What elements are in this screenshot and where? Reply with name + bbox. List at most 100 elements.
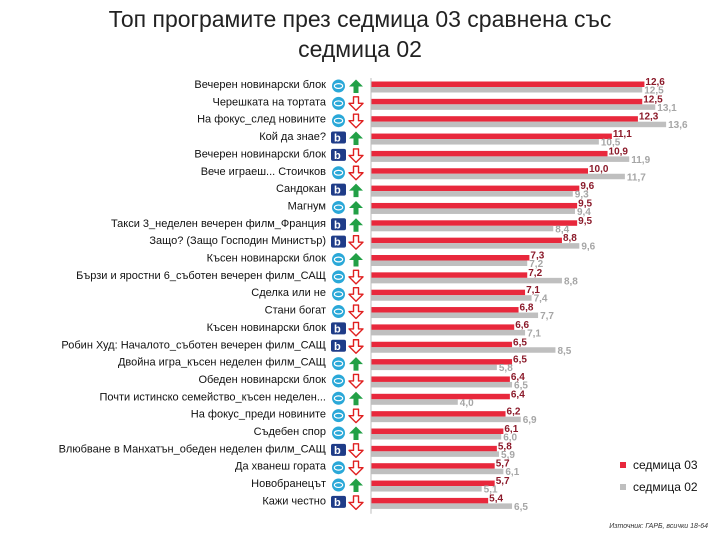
nova-logo-bg <box>332 461 345 475</box>
nova-logo-icon <box>332 253 345 266</box>
value-label-week-03: 6,5 <box>513 337 527 348</box>
bar-week-03 <box>371 150 608 157</box>
value-label-week-02: 11,7 <box>627 172 646 183</box>
bar-week-02 <box>371 434 502 440</box>
bar-week-02 <box>371 121 667 128</box>
nova-logo-icon <box>332 287 345 301</box>
value-label-week-02: 7,4 <box>534 294 548 305</box>
nova-logo-mark <box>333 430 344 437</box>
btv-logo-bg <box>331 339 346 352</box>
value-label-week-02: 10,5 <box>601 138 621 149</box>
bar-week-03 <box>371 497 489 504</box>
btv-logo-mark: b <box>334 219 341 231</box>
bar-week-02 <box>371 468 504 475</box>
arrow-up-icon <box>349 426 363 440</box>
value-label-week-02: 13,1 <box>657 103 677 114</box>
bar-week-02 <box>371 295 532 301</box>
value-label-week-02: 5,1 <box>484 485 498 496</box>
btv-logo-bg <box>331 235 346 248</box>
nova-logo-bg <box>332 270 345 284</box>
category-label: Бързи и яростни 6_съботен вечерен филм_С… <box>76 270 326 282</box>
nova-logo-bg <box>332 305 345 319</box>
btv-logo-mark: b <box>334 323 341 335</box>
value-label-week-03: 6,6 <box>515 320 529 331</box>
category-label: Стани богат <box>265 305 326 317</box>
legend-label-week-02: седмица 02 <box>633 480 698 494</box>
nova-logo-bg <box>332 409 345 423</box>
value-label-week-02: 6,9 <box>523 415 537 426</box>
category-label: Двойна игра_късен неделен филм_САЩ <box>118 357 326 369</box>
value-label-week-03: 9,6 <box>580 181 594 192</box>
btv-logo-icon: b <box>331 131 346 145</box>
value-label-week-03: 5,4 <box>489 493 503 504</box>
value-label-week-03: 6,1 <box>504 424 518 435</box>
nova-logo-mark <box>333 412 344 419</box>
category-label: Сандокан <box>276 183 326 195</box>
chart-row: Съдебен спор 6,16,0 <box>254 424 519 444</box>
btv-logo-icon: b <box>331 339 346 353</box>
value-label-week-02: 11,9 <box>631 155 650 166</box>
nova-logo-icon <box>332 478 345 492</box>
category-label: Черешката на тортата <box>212 96 326 108</box>
chart-title-line-2: седмица 02 <box>298 36 422 62</box>
bar-week-02 <box>371 451 500 457</box>
category-label: Кой да знае? <box>259 131 326 143</box>
arrow-down-icon <box>348 269 364 285</box>
chart-row: Почти истинско семейство_късен неделен..… <box>99 389 525 409</box>
btv-logo-bg <box>331 131 346 144</box>
nova-logo-icon <box>332 461 345 475</box>
category-label: Вече играеш... Стоичков <box>201 166 326 178</box>
category-label: Съдебен спор <box>254 426 326 438</box>
value-label-week-03: 7,2 <box>528 268 542 279</box>
value-label-week-02: 13,6 <box>668 120 688 131</box>
bar-week-02 <box>371 243 580 249</box>
arrow-down-icon <box>348 443 364 459</box>
arrow-down-icon <box>348 321 364 337</box>
btv-logo-icon: b <box>331 443 346 457</box>
value-label-week-03: 5,7 <box>496 459 510 470</box>
value-label-week-03: 6,5 <box>513 355 527 366</box>
bar-week-03 <box>371 428 504 434</box>
bar-week-03 <box>371 480 495 487</box>
legend-marker-week-02 <box>620 484 626 490</box>
value-label-week-02: 6,5 <box>514 502 528 513</box>
nova-logo-mark <box>333 395 344 402</box>
category-label: Влюбване в Манхатън_обеден неделен филм_… <box>59 443 326 455</box>
arrow-up-icon <box>349 183 363 198</box>
btv-logo-icon: b <box>331 183 346 197</box>
bar-week-02 <box>371 329 526 336</box>
nova-logo-mark <box>333 308 344 315</box>
btv-logo-icon: b <box>331 322 346 335</box>
value-label-week-03: 12,6 <box>645 77 665 88</box>
nova-logo-bg <box>332 426 345 440</box>
value-label-week-02: 7,1 <box>527 328 541 339</box>
arrow-down-icon <box>348 287 364 302</box>
value-label-week-02: 7,2 <box>529 259 543 270</box>
nova-logo-bg <box>332 374 345 388</box>
value-label-week-03: 9,5 <box>578 198 592 209</box>
nova-logo-icon <box>332 391 345 405</box>
nova-logo-icon <box>332 270 345 284</box>
btv-logo-bg <box>331 322 346 335</box>
bar-week-02 <box>371 364 497 371</box>
nova-logo-mark <box>333 273 344 280</box>
value-label-week-03: 6,4 <box>511 372 525 383</box>
arrow-up-icon <box>349 478 363 493</box>
arrow-down-icon <box>348 339 364 354</box>
bar-week-03 <box>371 81 645 87</box>
btv-logo-mark: b <box>334 341 341 353</box>
btv-logo-icon: b <box>331 218 346 231</box>
chart-row: Късен новинарски блок 7,37,2 <box>207 251 545 271</box>
arrow-up-icon <box>349 200 363 215</box>
bar-week-03 <box>371 272 528 278</box>
chart-row: Късен новинарски блок b 6,67,1 <box>207 320 542 340</box>
bar-week-03 <box>371 133 612 140</box>
nova-logo-bg <box>332 114 345 128</box>
value-label-week-02: 5,9 <box>501 450 515 461</box>
value-label-week-03: 10,9 <box>609 146 629 157</box>
nova-logo-bg <box>332 166 345 180</box>
value-label-week-03: 5,8 <box>498 441 512 452</box>
arrow-down-icon <box>348 495 364 511</box>
legend-marker-week-03 <box>620 462 626 468</box>
